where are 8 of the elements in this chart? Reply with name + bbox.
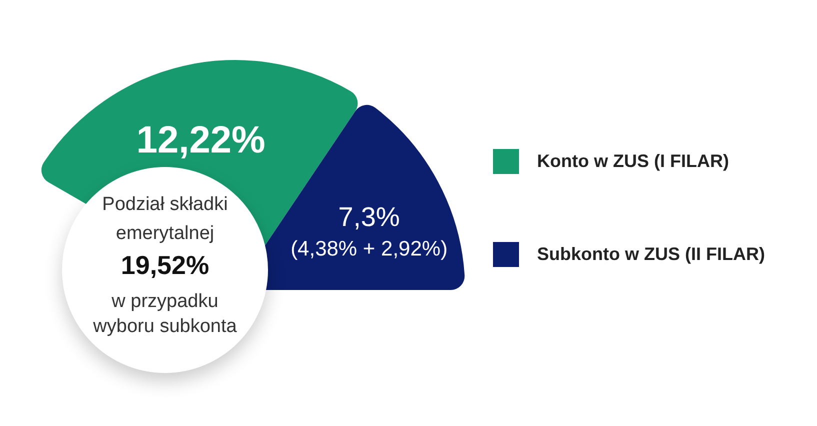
text: 19,52% bbox=[120, 249, 210, 282]
data-label: 7,3% bbox=[338, 202, 400, 232]
text: (4,38% + 2,92%) bbox=[290, 237, 448, 260]
legend-label: Konto w ZUS (I FILAR) bbox=[537, 150, 729, 172]
text: w przypadku wyboru subkonta bbox=[92, 290, 238, 339]
text: Podział składki emerytalnej bbox=[101, 193, 229, 246]
data-label: 12,22% bbox=[136, 120, 266, 162]
legend-label: Subkonto w ZUS (II FILAR) bbox=[537, 244, 765, 264]
